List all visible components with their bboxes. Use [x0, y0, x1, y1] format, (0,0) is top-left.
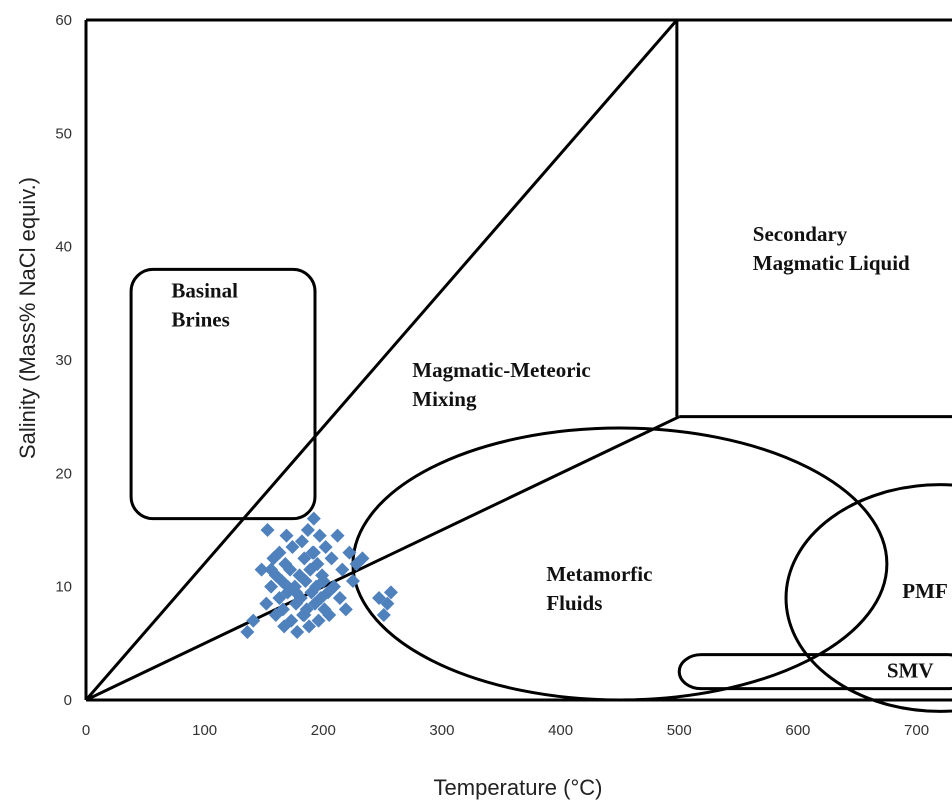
data-point: [283, 562, 298, 577]
pmf-outline: [784, 483, 952, 713]
y-tick-label: 60: [55, 12, 72, 29]
data-point: [272, 545, 287, 560]
data-point: [300, 523, 315, 537]
data-points: [240, 511, 398, 639]
x-tick-label: 700: [904, 722, 929, 739]
data-point: [342, 545, 357, 560]
data-point: [289, 585, 304, 600]
x-tick-label: 100: [192, 722, 217, 739]
data-point: [312, 528, 327, 543]
data-point: [306, 545, 321, 560]
y-tick-label: 10: [55, 579, 72, 596]
y-axis-title: Salinity (Mass% NaCl equiv.): [15, 177, 40, 459]
region-label: SMV: [887, 658, 934, 682]
region-label: Fluids: [546, 591, 602, 615]
data-point: [316, 574, 331, 588]
data-point: [355, 551, 370, 566]
data-point: [383, 585, 398, 600]
boundary-line-1: [85, 415, 680, 702]
data-point: [264, 579, 279, 594]
region-label: PMF: [902, 579, 947, 603]
data-point: [376, 608, 391, 622]
region-label: Metamorfic: [546, 562, 652, 586]
data-point: [345, 574, 360, 588]
y-tick-label: 20: [55, 465, 72, 482]
data-point: [279, 528, 294, 543]
tick-labels: 0 100 200 300 400 500 600 700 0 10 20 30 40 50 60: [55, 12, 929, 739]
data-point: [306, 511, 321, 526]
data-point: [259, 596, 274, 611]
data-point: [290, 625, 305, 639]
data-point: [310, 557, 325, 571]
x-tick-label: 400: [548, 722, 573, 739]
basinal-brines-outline: [129, 267, 317, 521]
data-point: [318, 540, 333, 554]
x-tick-label: 300: [429, 722, 454, 739]
data-point: [297, 608, 312, 622]
region-label: Mixing: [412, 387, 477, 411]
y-tick-label: 50: [55, 125, 72, 142]
y-tick-label: 40: [55, 239, 72, 256]
data-point: [260, 523, 275, 537]
region-label: Basinal: [171, 279, 238, 303]
x-tick-label: 500: [667, 722, 692, 739]
data-point: [324, 551, 339, 566]
data-point: [264, 562, 279, 577]
data-point: [330, 528, 345, 543]
data-point: [380, 596, 395, 611]
data-point: [294, 534, 309, 549]
data-point: [332, 591, 347, 605]
data-point: [246, 613, 261, 628]
data-point: [335, 562, 350, 577]
data-point: [285, 540, 300, 554]
region-labels: Basinal Brines Magmatic-Meteoric Mixing Seco…: [171, 222, 947, 682]
smv-outline: [677, 653, 952, 691]
region-label: Secondary: [753, 222, 848, 246]
data-point: [298, 574, 313, 588]
data-point: [322, 608, 337, 622]
data-point: [338, 602, 353, 617]
data-point: [254, 562, 269, 577]
region-label: Brines: [171, 308, 229, 332]
data-point: [284, 613, 299, 628]
region-label: Magmatic-Meteoric: [412, 358, 590, 382]
data-point: [275, 602, 290, 617]
boundary-line-0: [84, 19, 679, 701]
x-axis-title: Temperature (°C): [434, 775, 603, 800]
x-tick-label: 0: [82, 722, 90, 739]
x-tick-label: 600: [785, 722, 810, 739]
y-tick-label: 30: [55, 352, 72, 369]
y-tick-label: 0: [64, 692, 72, 709]
region-label: Magmatic Liquid: [753, 251, 910, 275]
plot-area: [84, 18, 952, 702]
data-point: [326, 579, 341, 594]
data-point: [311, 613, 326, 628]
data-point: [240, 625, 255, 639]
x-tick-label: 200: [311, 722, 336, 739]
data-point: [302, 619, 317, 634]
